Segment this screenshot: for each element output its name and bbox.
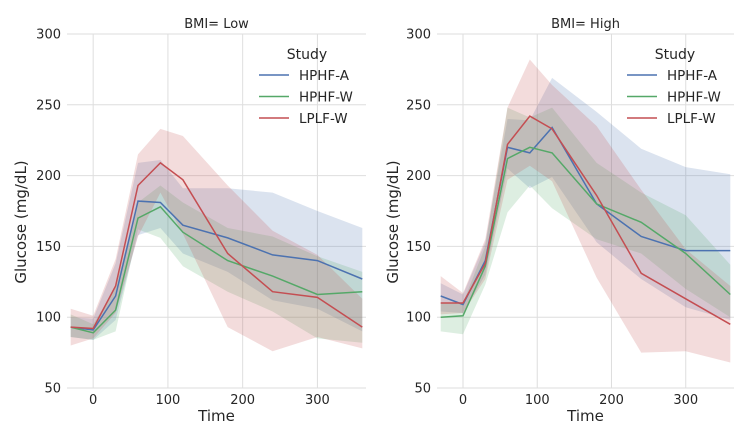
legend-label-hphf-w: HPHF-W bbox=[667, 90, 721, 106]
y-tick-label: 100 bbox=[406, 311, 431, 326]
plot-area bbox=[70, 128, 363, 352]
x-tick-label: 0 bbox=[89, 393, 97, 408]
plot-area bbox=[440, 59, 731, 363]
legend-label-hphf-a: HPHF-A bbox=[299, 68, 350, 84]
x-axis-title: Time bbox=[197, 407, 235, 423]
legend-title: Study bbox=[655, 47, 695, 63]
series-line-lplf-w bbox=[440, 115, 731, 325]
x-tick-label: 200 bbox=[599, 393, 624, 408]
ci-band-hphf-a bbox=[70, 160, 363, 340]
ci-band-lplf-w bbox=[70, 128, 363, 352]
ci-band-hphf-w bbox=[70, 185, 363, 343]
legend-title: Study bbox=[287, 47, 327, 63]
legend: Study HPHF-A HPHF-W LPLF-W bbox=[627, 47, 721, 127]
legend-label-lplf-w: LPLF-W bbox=[667, 111, 716, 127]
y-axis-title-right-panel: Glucose (mg/dL) bbox=[384, 160, 402, 283]
y-tick-label: 50 bbox=[44, 382, 61, 397]
y-axis-title: Glucose (mg/dL) bbox=[12, 160, 30, 283]
y-tick-label: 50 bbox=[414, 382, 431, 397]
ci-band-lplf-w bbox=[440, 59, 731, 363]
x-tick-label: 100 bbox=[155, 393, 180, 408]
x-tick-label: 100 bbox=[525, 393, 550, 408]
series-line-hphf-a bbox=[70, 200, 363, 331]
y-tick-label: 300 bbox=[406, 28, 431, 43]
series-line-hphf-w bbox=[440, 146, 731, 318]
legend-label-hphf-a: HPHF-A bbox=[667, 68, 718, 84]
y-tick-label: 150 bbox=[406, 240, 431, 255]
legend: Study HPHF-A HPHF-W LPLF-W bbox=[259, 47, 353, 127]
panel-title: BMI= Low bbox=[184, 17, 249, 32]
y-tick-label: 300 bbox=[36, 28, 61, 43]
y-tick-label: 200 bbox=[406, 169, 431, 184]
ci-band-hphf-w bbox=[440, 107, 731, 335]
x-axis-title: Time bbox=[566, 407, 604, 423]
panel-2: 50 100 150 200 250 300 0 100 200 300 Time BMI= High… bbox=[406, 17, 734, 423]
x-tick-label: 0 bbox=[459, 393, 467, 408]
legend-label-lplf-w: LPLF-W bbox=[299, 111, 348, 127]
y-tick-label: 250 bbox=[406, 98, 431, 113]
panel-1: 50 100 150 200 250 300 0 100 200 300 Time BMI= Low S… bbox=[36, 17, 366, 423]
series-line-lplf-w bbox=[70, 161, 363, 330]
x-tick-label: 300 bbox=[673, 393, 698, 408]
y-tick-label: 100 bbox=[36, 311, 61, 326]
x-tick-label: 200 bbox=[230, 393, 255, 408]
y-tick-label: 250 bbox=[36, 98, 61, 113]
y-tick-label: 200 bbox=[36, 169, 61, 184]
panel-title: BMI= High bbox=[551, 17, 620, 32]
y-tick-label: 150 bbox=[36, 240, 61, 255]
legend-label-hphf-w: HPHF-W bbox=[299, 90, 353, 106]
series-line-hphf-w bbox=[70, 205, 363, 334]
x-tick-label: 300 bbox=[305, 393, 330, 408]
